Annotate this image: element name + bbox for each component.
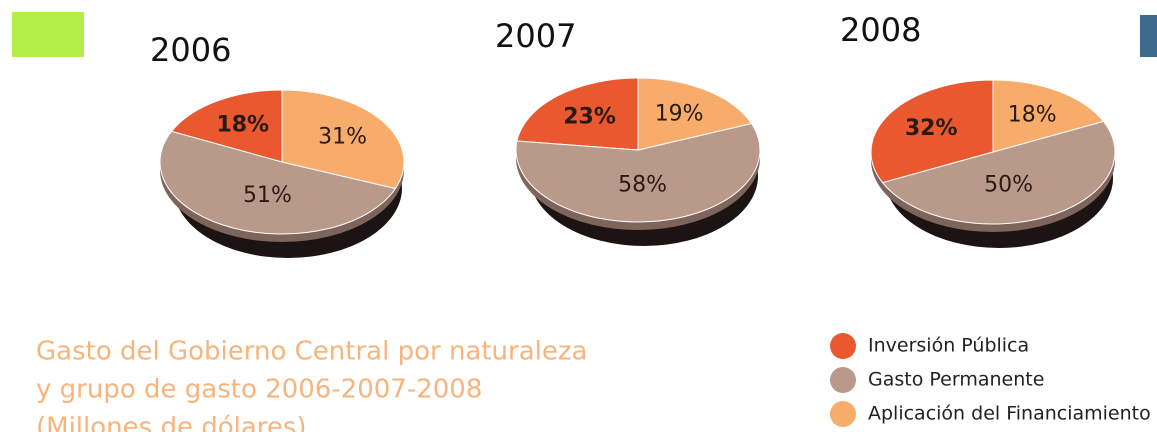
- pie-slice: [870, 79, 994, 184]
- slice-label: 19%: [655, 101, 704, 126]
- decor-blue: [1140, 15, 1157, 57]
- slice-label: 58%: [618, 172, 667, 197]
- decor-green: [12, 12, 84, 57]
- slice-label: 51%: [243, 183, 292, 208]
- pie-slice: [881, 120, 1116, 225]
- pie-title: 2008: [840, 11, 921, 49]
- slice-label: 31%: [318, 125, 367, 150]
- legend-label: Gasto Permanente: [868, 369, 1044, 391]
- legend-label: Inversión Pública: [868, 335, 1029, 357]
- slice-label: 50%: [984, 173, 1033, 198]
- legend-swatch: [830, 333, 856, 359]
- legend-swatch: [830, 401, 856, 427]
- caption-line: (Millones de dólares): [36, 413, 307, 432]
- legend-swatch: [830, 367, 856, 393]
- slice-label: 23%: [563, 105, 616, 130]
- pie-title: 2006: [150, 31, 231, 69]
- slice-label: 18%: [216, 113, 269, 138]
- pie-slice: [992, 79, 1105, 153]
- pie-slice: [170, 89, 283, 163]
- slice-label: 18%: [1008, 103, 1057, 128]
- caption-line: y grupo de gasto 2006-2007-2008: [36, 375, 482, 405]
- caption-line: Gasto del Gobierno Central por naturalez…: [36, 337, 587, 367]
- pie-title: 2007: [495, 17, 576, 55]
- pie-slice: [515, 122, 761, 223]
- pie-slice: [516, 77, 639, 151]
- pie-slice: [281, 89, 405, 190]
- legend-label: Aplicación del Financiamiento: [868, 403, 1151, 425]
- pie-slice: [637, 77, 753, 151]
- pie-slice: [159, 130, 397, 235]
- slice-label: 32%: [905, 116, 958, 141]
